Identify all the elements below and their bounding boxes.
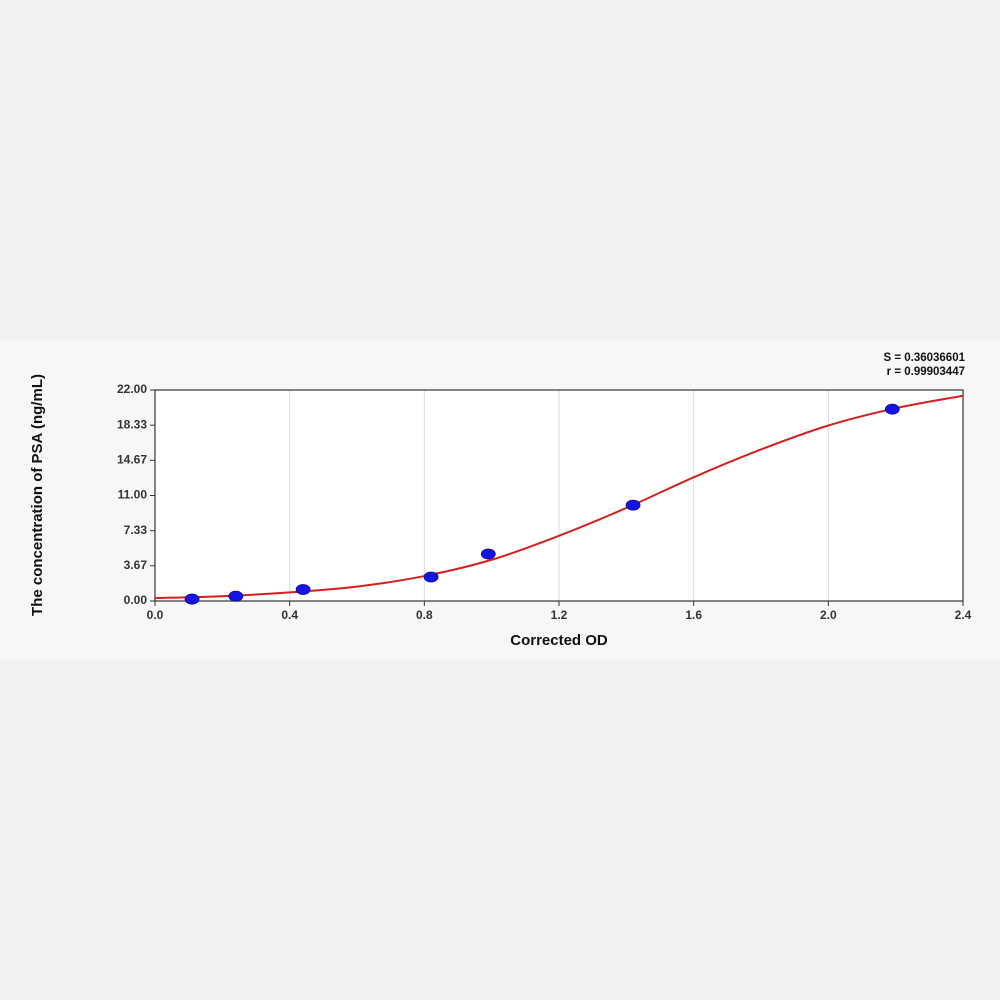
x-tick-label: 2.4	[955, 608, 972, 622]
data-point	[228, 590, 244, 602]
data-point	[184, 593, 200, 605]
x-tick-label: 1.2	[551, 608, 568, 622]
fit-curve	[154, 394, 964, 600]
y-tick-label: 3.67	[124, 558, 148, 572]
x-axis-label: Corrected OD	[510, 632, 608, 649]
plot-frame	[154, 389, 964, 602]
y-tick-label: 0.00	[124, 593, 148, 607]
data-point	[423, 571, 439, 583]
annotation: r = 0.99903447	[887, 366, 965, 378]
y-tick-label: 7.33	[124, 523, 148, 537]
y-tick-label: 22.00	[117, 382, 147, 396]
data-point	[884, 403, 900, 415]
data-point	[480, 548, 496, 560]
y-tick-label: 11.00	[118, 488, 148, 502]
x-tick-label: 1.6	[685, 608, 702, 622]
annotation: S = 0.36036601	[883, 352, 965, 364]
y-tick-label: 14.67	[117, 452, 147, 466]
x-tick-label: 0.8	[416, 608, 433, 622]
data-point	[625, 499, 641, 511]
y-tick-label: 18.33	[117, 417, 147, 431]
x-tick-label: 0.0	[147, 608, 164, 622]
x-tick-label: 0.4	[281, 608, 298, 622]
data-point	[295, 584, 311, 595]
y-axis-label: The concentration of PSA (ng/mL)	[29, 374, 46, 616]
x-tick-label: 2.0	[820, 608, 837, 622]
